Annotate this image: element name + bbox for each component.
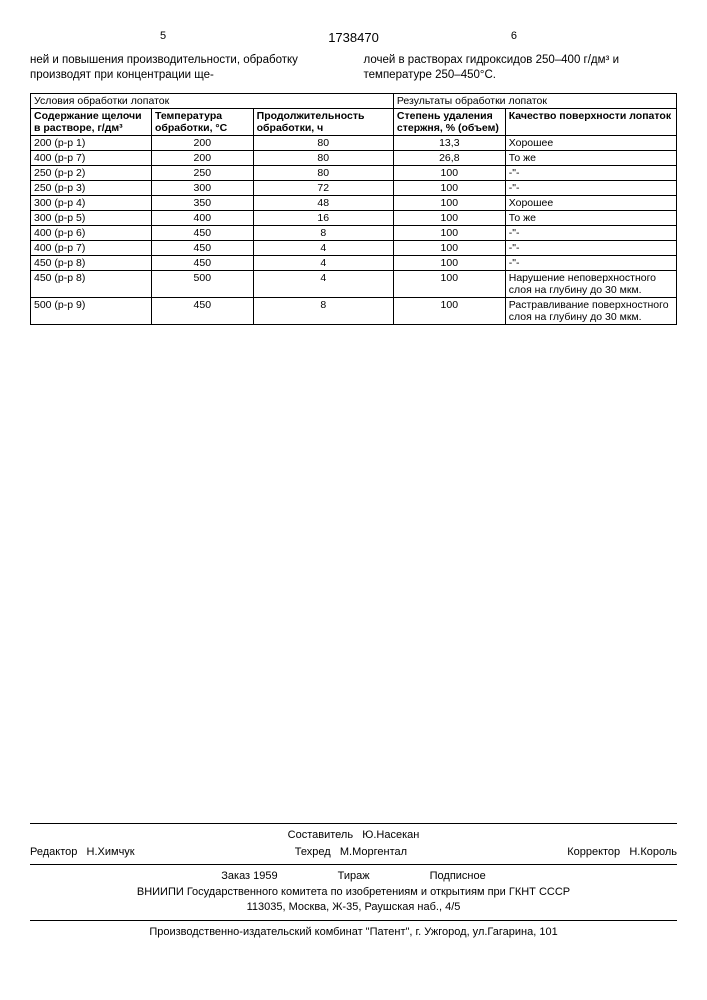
table-cell: 8 <box>253 225 393 240</box>
table-cell: 400 <box>151 210 253 225</box>
table-cell: 250 (р-р 3) <box>31 180 152 195</box>
footer-divider-2 <box>30 864 677 865</box>
table-cell: 100 <box>393 165 505 180</box>
table-cell: 450 <box>151 225 253 240</box>
data-table: Условия обработки лопаток Результаты обр… <box>30 93 677 325</box>
table-cell: 100 <box>393 255 505 270</box>
table-cell: 80 <box>253 165 393 180</box>
table-row: 400 (р-р 7)2008026,8То же <box>31 150 677 165</box>
table-cell: 200 <box>151 135 253 150</box>
table-cell: 100 <box>393 225 505 240</box>
table-row: 400 (р-р 6)4508100-"- <box>31 225 677 240</box>
table-cell: 100 <box>393 195 505 210</box>
org-line-3: Производственно-издательский комбинат "П… <box>30 925 677 940</box>
table-col-2: Температура обработки, °С <box>151 108 253 135</box>
org-line-2: 113035, Москва, Ж-35, Раушская наб., 4/5 <box>30 900 677 915</box>
table-cell: 300 (р-р 4) <box>31 195 152 210</box>
table-row: 300 (р-р 4)35048100Хорошее <box>31 195 677 210</box>
footer-divider-3 <box>30 920 677 921</box>
table-cell: 450 (р-р 8) <box>31 270 152 297</box>
table-cell: 450 <box>151 297 253 324</box>
corrector-name: Н.Король <box>629 846 677 858</box>
table-cell: 100 <box>393 210 505 225</box>
corrector-label: Корректор <box>567 846 620 858</box>
footer-divider <box>30 823 677 824</box>
table-cell: 4 <box>253 255 393 270</box>
table-cell: -"- <box>505 240 676 255</box>
table-cell: Растравливание поверхностного слоя на гл… <box>505 297 676 324</box>
table-cell: То же <box>505 210 676 225</box>
table-cell: 4 <box>253 270 393 297</box>
table-cell: 100 <box>393 270 505 297</box>
podpisnoe-label: Подписное <box>430 869 486 884</box>
table-cell: -"- <box>505 165 676 180</box>
table-cell: 450 <box>151 255 253 270</box>
table-col-4: Степень удаления стержня, % (объем) <box>393 108 505 135</box>
table-cell: 250 (р-р 2) <box>31 165 152 180</box>
table-cell: -"- <box>505 225 676 240</box>
table-cell: 200 <box>151 150 253 165</box>
page-number-right: 6 <box>511 30 517 42</box>
table-row: 250 (р-р 3)30072100-"- <box>31 180 677 195</box>
table-cell: 8 <box>253 297 393 324</box>
table-cell: 16 <box>253 210 393 225</box>
body-text-left: ней и повышения производительности, обра… <box>30 53 344 83</box>
table-row: 450 (р-р 8)4504100-"- <box>31 255 677 270</box>
table-cell: 350 <box>151 195 253 210</box>
table-cell: То же <box>505 150 676 165</box>
table-cell: 300 <box>151 180 253 195</box>
table-cell: 400 (р-р 6) <box>31 225 152 240</box>
table-cell: 500 (р-р 9) <box>31 297 152 324</box>
compiler-name: Ю.Насекан <box>362 829 419 841</box>
document-number: 1738470 <box>328 30 379 45</box>
table-cell: 400 (р-р 7) <box>31 150 152 165</box>
table-cell: 13,3 <box>393 135 505 150</box>
table-cell: 100 <box>393 240 505 255</box>
table-cell: 48 <box>253 195 393 210</box>
table-header-group-left: Условия обработки лопаток <box>31 93 394 108</box>
table-row: 450 (р-р 8)5004100Нарушение неповерхност… <box>31 270 677 297</box>
footer-block: Составитель Ю.Насекан Редактор Н.Химчук … <box>30 819 677 940</box>
table-row: 500 (р-р 9)4508100Растравливание поверхн… <box>31 297 677 324</box>
table-cell: 26,8 <box>393 150 505 165</box>
table-cell: 250 <box>151 165 253 180</box>
order-number: Заказ 1959 <box>221 869 277 884</box>
org-line-1: ВНИИПИ Государственного комитета по изоб… <box>30 885 677 900</box>
table-cell: Хорошее <box>505 195 676 210</box>
table-cell: -"- <box>505 180 676 195</box>
page-header: 5 1738470 6 <box>30 30 677 45</box>
table-col-3: Продолжительность обработки, ч <box>253 108 393 135</box>
techred-name: М.Моргентал <box>340 846 407 858</box>
table-col-1: Содержание щелочи в растворе, г/дм³ <box>31 108 152 135</box>
editor-label: Редактор <box>30 846 77 858</box>
table-header-group-right: Результаты обработки лопаток <box>393 93 676 108</box>
table-cell: 80 <box>253 135 393 150</box>
table-cell: 450 <box>151 240 253 255</box>
editor-name: Н.Химчук <box>87 846 135 858</box>
body-text-right: лочей в растворах гидроксидов 250–400 г/… <box>364 53 678 83</box>
table-cell: 72 <box>253 180 393 195</box>
table-row: 200 (р-р 1)2008013,3Хорошее <box>31 135 677 150</box>
techred-label: Техред <box>295 846 331 858</box>
tirazh-label: Тираж <box>338 869 370 884</box>
body-text-columns: ней и повышения производительности, обра… <box>30 53 677 83</box>
table-cell: Нарушение неповерхностного слоя на глуби… <box>505 270 676 297</box>
page-number-left: 5 <box>160 30 166 42</box>
table-row: 250 (р-р 2)25080100-"- <box>31 165 677 180</box>
table-cell: 400 (р-р 7) <box>31 240 152 255</box>
table-cell: 100 <box>393 297 505 324</box>
table-col-5: Качество поверхности лопаток <box>505 108 676 135</box>
table-cell: 300 (р-р 5) <box>31 210 152 225</box>
compiler-label: Составитель <box>288 829 353 841</box>
table-row: 400 (р-р 7)4504100-"- <box>31 240 677 255</box>
table-cell: 450 (р-р 8) <box>31 255 152 270</box>
table-cell: Хорошее <box>505 135 676 150</box>
table-row: 300 (р-р 5)40016100То же <box>31 210 677 225</box>
table-cell: -"- <box>505 255 676 270</box>
table-cell: 100 <box>393 180 505 195</box>
table-cell: 200 (р-р 1) <box>31 135 152 150</box>
table-cell: 4 <box>253 240 393 255</box>
table-cell: 500 <box>151 270 253 297</box>
table-cell: 80 <box>253 150 393 165</box>
